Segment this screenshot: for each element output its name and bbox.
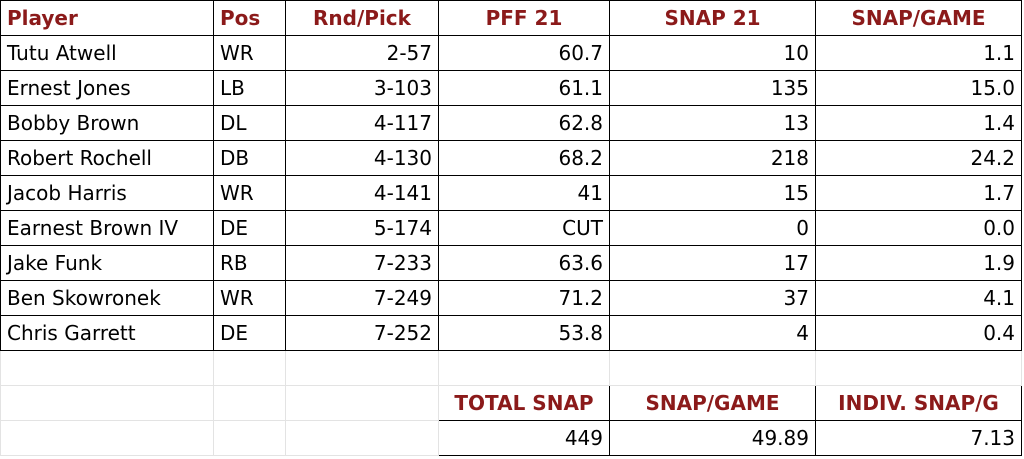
summary-value-row: 449 49.89 7.13 [0, 420, 1022, 456]
cell-snap21[interactable]: 37 [609, 280, 816, 316]
cell-snap21[interactable]: 15 [609, 175, 816, 211]
table-row: Earnest Brown IV DE 5-174 CUT 0 0.0 [0, 210, 1022, 246]
cell-pos[interactable]: WR [213, 280, 286, 316]
cell-rnd-pick[interactable]: 2-57 [285, 35, 439, 71]
cell-snap21[interactable]: 17 [609, 245, 816, 281]
cell-snap21[interactable]: 0 [609, 210, 816, 246]
cell[interactable] [213, 420, 286, 456]
cell-pff21[interactable]: 68.2 [438, 140, 610, 176]
cell-player[interactable]: Ernest Jones [0, 70, 214, 106]
cell-pos[interactable]: DE [213, 210, 286, 246]
cell-snap-game[interactable]: 15.0 [815, 70, 1022, 106]
cell-pos[interactable]: DB [213, 140, 286, 176]
cell[interactable] [285, 385, 439, 421]
cell[interactable] [609, 350, 816, 386]
table-row: Ernest Jones LB 3-103 61.1 135 15.0 [0, 70, 1022, 106]
cell-snap-game[interactable]: 4.1 [815, 280, 1022, 316]
cell[interactable] [0, 350, 214, 386]
table-row: Jacob Harris WR 4-141 41 15 1.7 [0, 175, 1022, 211]
cell-snap-game[interactable]: 1.1 [815, 35, 1022, 71]
summary-indiv-snap-g[interactable]: 7.13 [815, 420, 1022, 456]
table-row: Ben Skowronek WR 7-249 71.2 37 4.1 [0, 280, 1022, 316]
cell-snap21[interactable]: 13 [609, 105, 816, 141]
empty-row [0, 350, 1022, 386]
cell-pos[interactable]: WR [213, 175, 286, 211]
cell-rnd-pick[interactable]: 5-174 [285, 210, 439, 246]
cell-pos[interactable]: LB [213, 70, 286, 106]
cell-pos[interactable]: WR [213, 35, 286, 71]
table-row: Tutu Atwell WR 2-57 60.7 10 1.1 [0, 35, 1022, 71]
cell-rnd-pick[interactable]: 4-117 [285, 105, 439, 141]
cell-pff21[interactable]: 41 [438, 175, 610, 211]
cell-player[interactable]: Robert Rochell [0, 140, 214, 176]
cell-snap-game[interactable]: 1.7 [815, 175, 1022, 211]
cell-rnd-pick[interactable]: 7-249 [285, 280, 439, 316]
cell[interactable] [0, 420, 214, 456]
cell-snap-game[interactable]: 0.0 [815, 210, 1022, 246]
summary-header-snap-game[interactable]: SNAP/GAME [609, 385, 816, 421]
cell[interactable] [213, 350, 286, 386]
header-snap-game[interactable]: SNAP/GAME [815, 0, 1022, 36]
cell-pos[interactable]: DL [213, 105, 286, 141]
cell-snap21[interactable]: 135 [609, 70, 816, 106]
cell[interactable] [285, 420, 439, 456]
cell-player[interactable]: Tutu Atwell [0, 35, 214, 71]
cell-pff21[interactable]: 53.8 [438, 315, 610, 351]
cell-player[interactable]: Earnest Brown IV [0, 210, 214, 246]
cell-player[interactable]: Bobby Brown [0, 105, 214, 141]
header-player[interactable]: Player [0, 0, 214, 36]
table-row: Chris Garrett DE 7-252 53.8 4 0.4 [0, 315, 1022, 351]
cell[interactable] [0, 385, 214, 421]
cell[interactable] [213, 385, 286, 421]
cell-player[interactable]: Ben Skowronek [0, 280, 214, 316]
cell-rnd-pick[interactable]: 3-103 [285, 70, 439, 106]
table-row: Robert Rochell DB 4-130 68.2 218 24.2 [0, 140, 1022, 176]
summary-snap-game[interactable]: 49.89 [609, 420, 816, 456]
summary-header-total-snap[interactable]: TOTAL SNAP [438, 385, 610, 421]
cell-snap21[interactable]: 10 [609, 35, 816, 71]
cell-rnd-pick[interactable]: 4-130 [285, 140, 439, 176]
cell-snap-game[interactable]: 1.4 [815, 105, 1022, 141]
header-pff21[interactable]: PFF 21 [438, 0, 610, 36]
cell-pff21[interactable]: 61.1 [438, 70, 610, 106]
cell-pff21[interactable]: 62.8 [438, 105, 610, 141]
cell-player[interactable]: Jacob Harris [0, 175, 214, 211]
cell[interactable] [438, 350, 610, 386]
header-pos[interactable]: Pos [213, 0, 286, 36]
cell-snap21[interactable]: 218 [609, 140, 816, 176]
summary-header-row: TOTAL SNAP SNAP/GAME INDIV. SNAP/G [0, 385, 1022, 421]
table-row: Jake Funk RB 7-233 63.6 17 1.9 [0, 245, 1022, 281]
table-row: Bobby Brown DL 4-117 62.8 13 1.4 [0, 105, 1022, 141]
cell-pff21[interactable]: 60.7 [438, 35, 610, 71]
cell-snap21[interactable]: 4 [609, 315, 816, 351]
cell-snap-game[interactable]: 24.2 [815, 140, 1022, 176]
cell-snap-game[interactable]: 1.9 [815, 245, 1022, 281]
cell-pff21[interactable]: 71.2 [438, 280, 610, 316]
cell-player[interactable]: Chris Garrett [0, 315, 214, 351]
header-snap21[interactable]: SNAP 21 [609, 0, 816, 36]
summary-header-indiv-snap-g[interactable]: INDIV. SNAP/G [815, 385, 1022, 421]
cell-rnd-pick[interactable]: 7-233 [285, 245, 439, 281]
header-rnd-pick[interactable]: Rnd/Pick [285, 0, 439, 36]
cell[interactable] [815, 350, 1022, 386]
cell-snap-game[interactable]: 0.4 [815, 315, 1022, 351]
cell-rnd-pick[interactable]: 7-252 [285, 315, 439, 351]
cell[interactable] [285, 350, 439, 386]
cell-pff21[interactable]: CUT [438, 210, 610, 246]
cell-pos[interactable]: DE [213, 315, 286, 351]
cell-player[interactable]: Jake Funk [0, 245, 214, 281]
summary-total-snap[interactable]: 449 [438, 420, 610, 456]
cell-rnd-pick[interactable]: 4-141 [285, 175, 439, 211]
cell-pff21[interactable]: 63.6 [438, 245, 610, 281]
cell-pos[interactable]: RB [213, 245, 286, 281]
header-row: Player Pos Rnd/Pick PFF 21 SNAP 21 SNAP/… [0, 0, 1022, 36]
